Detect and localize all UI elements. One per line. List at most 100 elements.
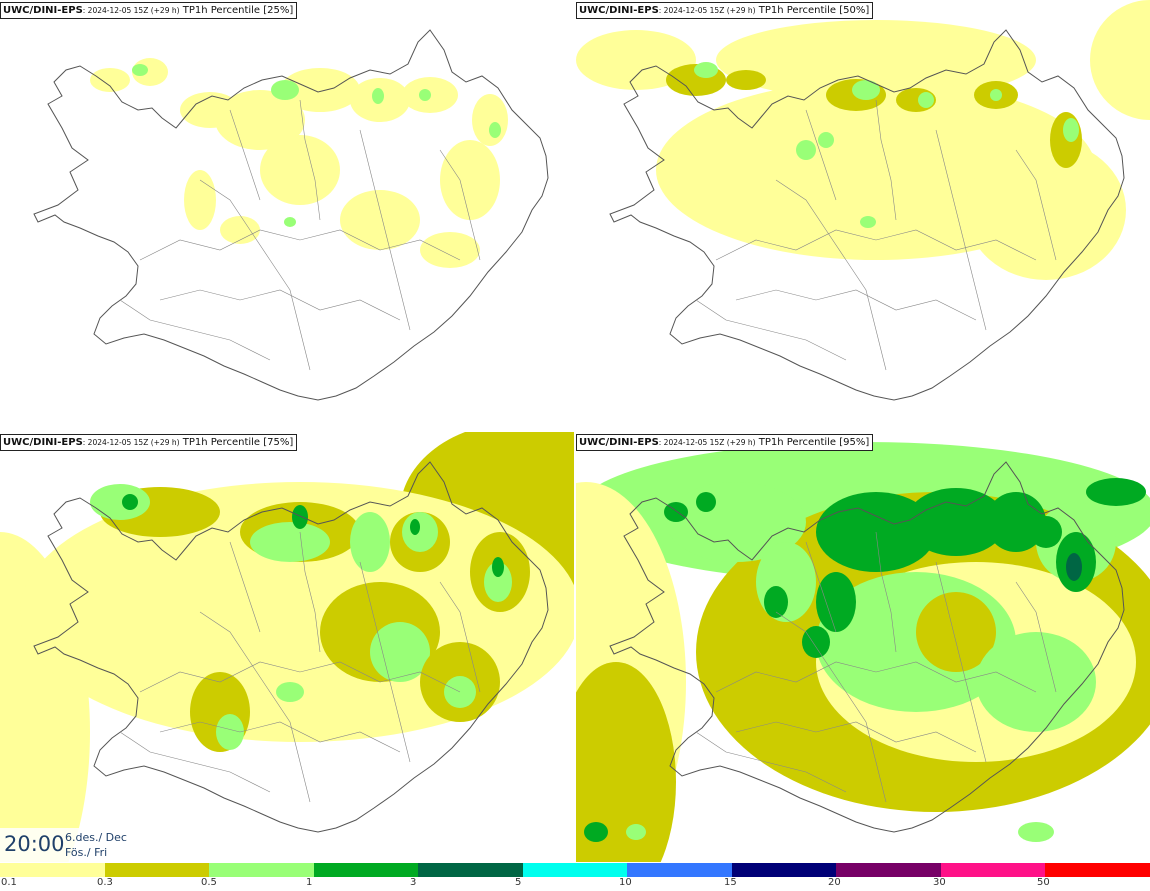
road-line (229, 541, 261, 633)
percentile-label: [75%] (263, 437, 294, 448)
road-line (139, 661, 461, 693)
road-line (139, 229, 461, 261)
colorbar-swatch (940, 863, 1046, 877)
road-line (299, 99, 321, 221)
precip-map-p50 (576, 0, 1150, 401)
field-name: TP1h Percentile (182, 5, 261, 16)
precip-area (576, 30, 696, 90)
colorbar-tick-label: 1 (306, 877, 313, 888)
colorbar-tick-label: 10 (619, 877, 632, 888)
precip-field-layer (576, 0, 1150, 280)
field-name: TP1h Percentile (758, 437, 837, 448)
precip-map-p95 (576, 442, 1150, 862)
colorbar-swatch (731, 863, 837, 877)
precip-area (1090, 0, 1150, 120)
model-name: UWC/DINI-EPS (3, 5, 83, 16)
field-name: TP1h Percentile (182, 437, 261, 448)
road-line (199, 179, 311, 371)
precip-area (796, 140, 816, 160)
precip-field-layer (0, 432, 574, 862)
road-line (695, 731, 847, 793)
road-line (119, 299, 271, 361)
colorbar-tick-label: 50 (1037, 877, 1050, 888)
precip-area (440, 140, 500, 220)
colorbar-swatch (522, 863, 628, 877)
valid-weekday: Fös./ Fri (65, 846, 108, 859)
percentile-label: [95%] (839, 437, 870, 448)
colorbar-tick-labels: 0.1 0.3 0.5 1 3 5 10 15 20 30 50 (0, 877, 1150, 891)
road-line (1015, 581, 1057, 693)
colorbar-swatch (836, 863, 941, 877)
precip-area (1086, 478, 1146, 506)
model-name: UWC/DINI-EPS (579, 5, 659, 16)
precip-area (132, 64, 148, 76)
colorbar-tick-label: 3 (410, 877, 417, 888)
colorbar-tick-label: 30 (933, 877, 946, 888)
colorbar-tick-label: 5 (515, 877, 522, 888)
precip-area (489, 122, 501, 138)
map-panel-p25: UWC/DINI-EPS: 2024-12-05 15Z (+29 h) TP1… (0, 0, 574, 428)
percentile-label: [50%] (839, 5, 870, 16)
model-name: UWC/DINI-EPS (579, 437, 659, 448)
precip-area (764, 586, 788, 618)
road-line (119, 731, 271, 793)
road-line (439, 149, 481, 261)
precip-area (372, 88, 384, 104)
road-line (695, 299, 847, 361)
panel-title: UWC/DINI-EPS: 2024-12-05 15Z (+29 h) TP1… (0, 434, 298, 451)
road-line (159, 721, 401, 753)
coastline (609, 29, 1125, 401)
valid-time-box: 20:00 6.des./ Dec Fös./ Fri (0, 828, 140, 862)
precip-area (250, 522, 330, 562)
colorbar-tick-label: 0.1 (1, 877, 17, 888)
panel-divider-vertical (574, 0, 576, 862)
colorbar-tick-label: 0.3 (97, 877, 113, 888)
colorbar-swatch (0, 863, 105, 877)
road-line (735, 289, 977, 321)
precip-area (626, 824, 646, 840)
precip-area (802, 626, 830, 658)
precip-field-layer (90, 58, 508, 268)
precip-area (576, 662, 676, 862)
road-line (715, 661, 1037, 693)
precip-area (726, 70, 766, 90)
road-line (805, 541, 837, 633)
precip-area (990, 89, 1002, 101)
coastline (609, 461, 1125, 833)
road-line (159, 289, 401, 321)
percentile-label: [25%] (263, 5, 294, 16)
precip-area (402, 512, 438, 552)
road-line (359, 561, 411, 763)
road-line (875, 99, 897, 221)
precip-area (696, 492, 716, 512)
precip-area (1030, 516, 1062, 548)
precip-area (271, 80, 299, 100)
precip-area (472, 94, 508, 146)
precip-area (419, 89, 431, 101)
road-line (805, 109, 837, 201)
precip-map-p75 (0, 432, 574, 862)
precip-area (916, 592, 996, 672)
precip-area (1066, 553, 1082, 581)
colorbar-swatch (209, 863, 314, 877)
precip-area (184, 170, 216, 230)
precip-area (492, 557, 504, 577)
road-line (935, 561, 987, 763)
precip-area (220, 216, 260, 244)
precip-area (584, 822, 608, 842)
road-line (299, 531, 321, 653)
precip-map-p25 (33, 29, 549, 401)
precip-area (370, 622, 430, 682)
road-line (229, 109, 261, 201)
precip-area (818, 132, 834, 148)
map-panel-p50: UWC/DINI-EPS: 2024-12-05 15Z (+29 h) TP1… (576, 0, 1150, 428)
road-line (775, 179, 887, 371)
field-name: TP1h Percentile (758, 5, 837, 16)
run-info: : 2024-12-05 15Z (+29 h) (82, 438, 180, 447)
colorbar-tick-label: 15 (724, 877, 737, 888)
precip-area (906, 488, 1006, 556)
run-info: : 2024-12-05 15Z (+29 h) (82, 6, 180, 15)
road-line (875, 531, 897, 653)
model-name: UWC/DINI-EPS (3, 437, 83, 448)
road-line (735, 721, 977, 753)
